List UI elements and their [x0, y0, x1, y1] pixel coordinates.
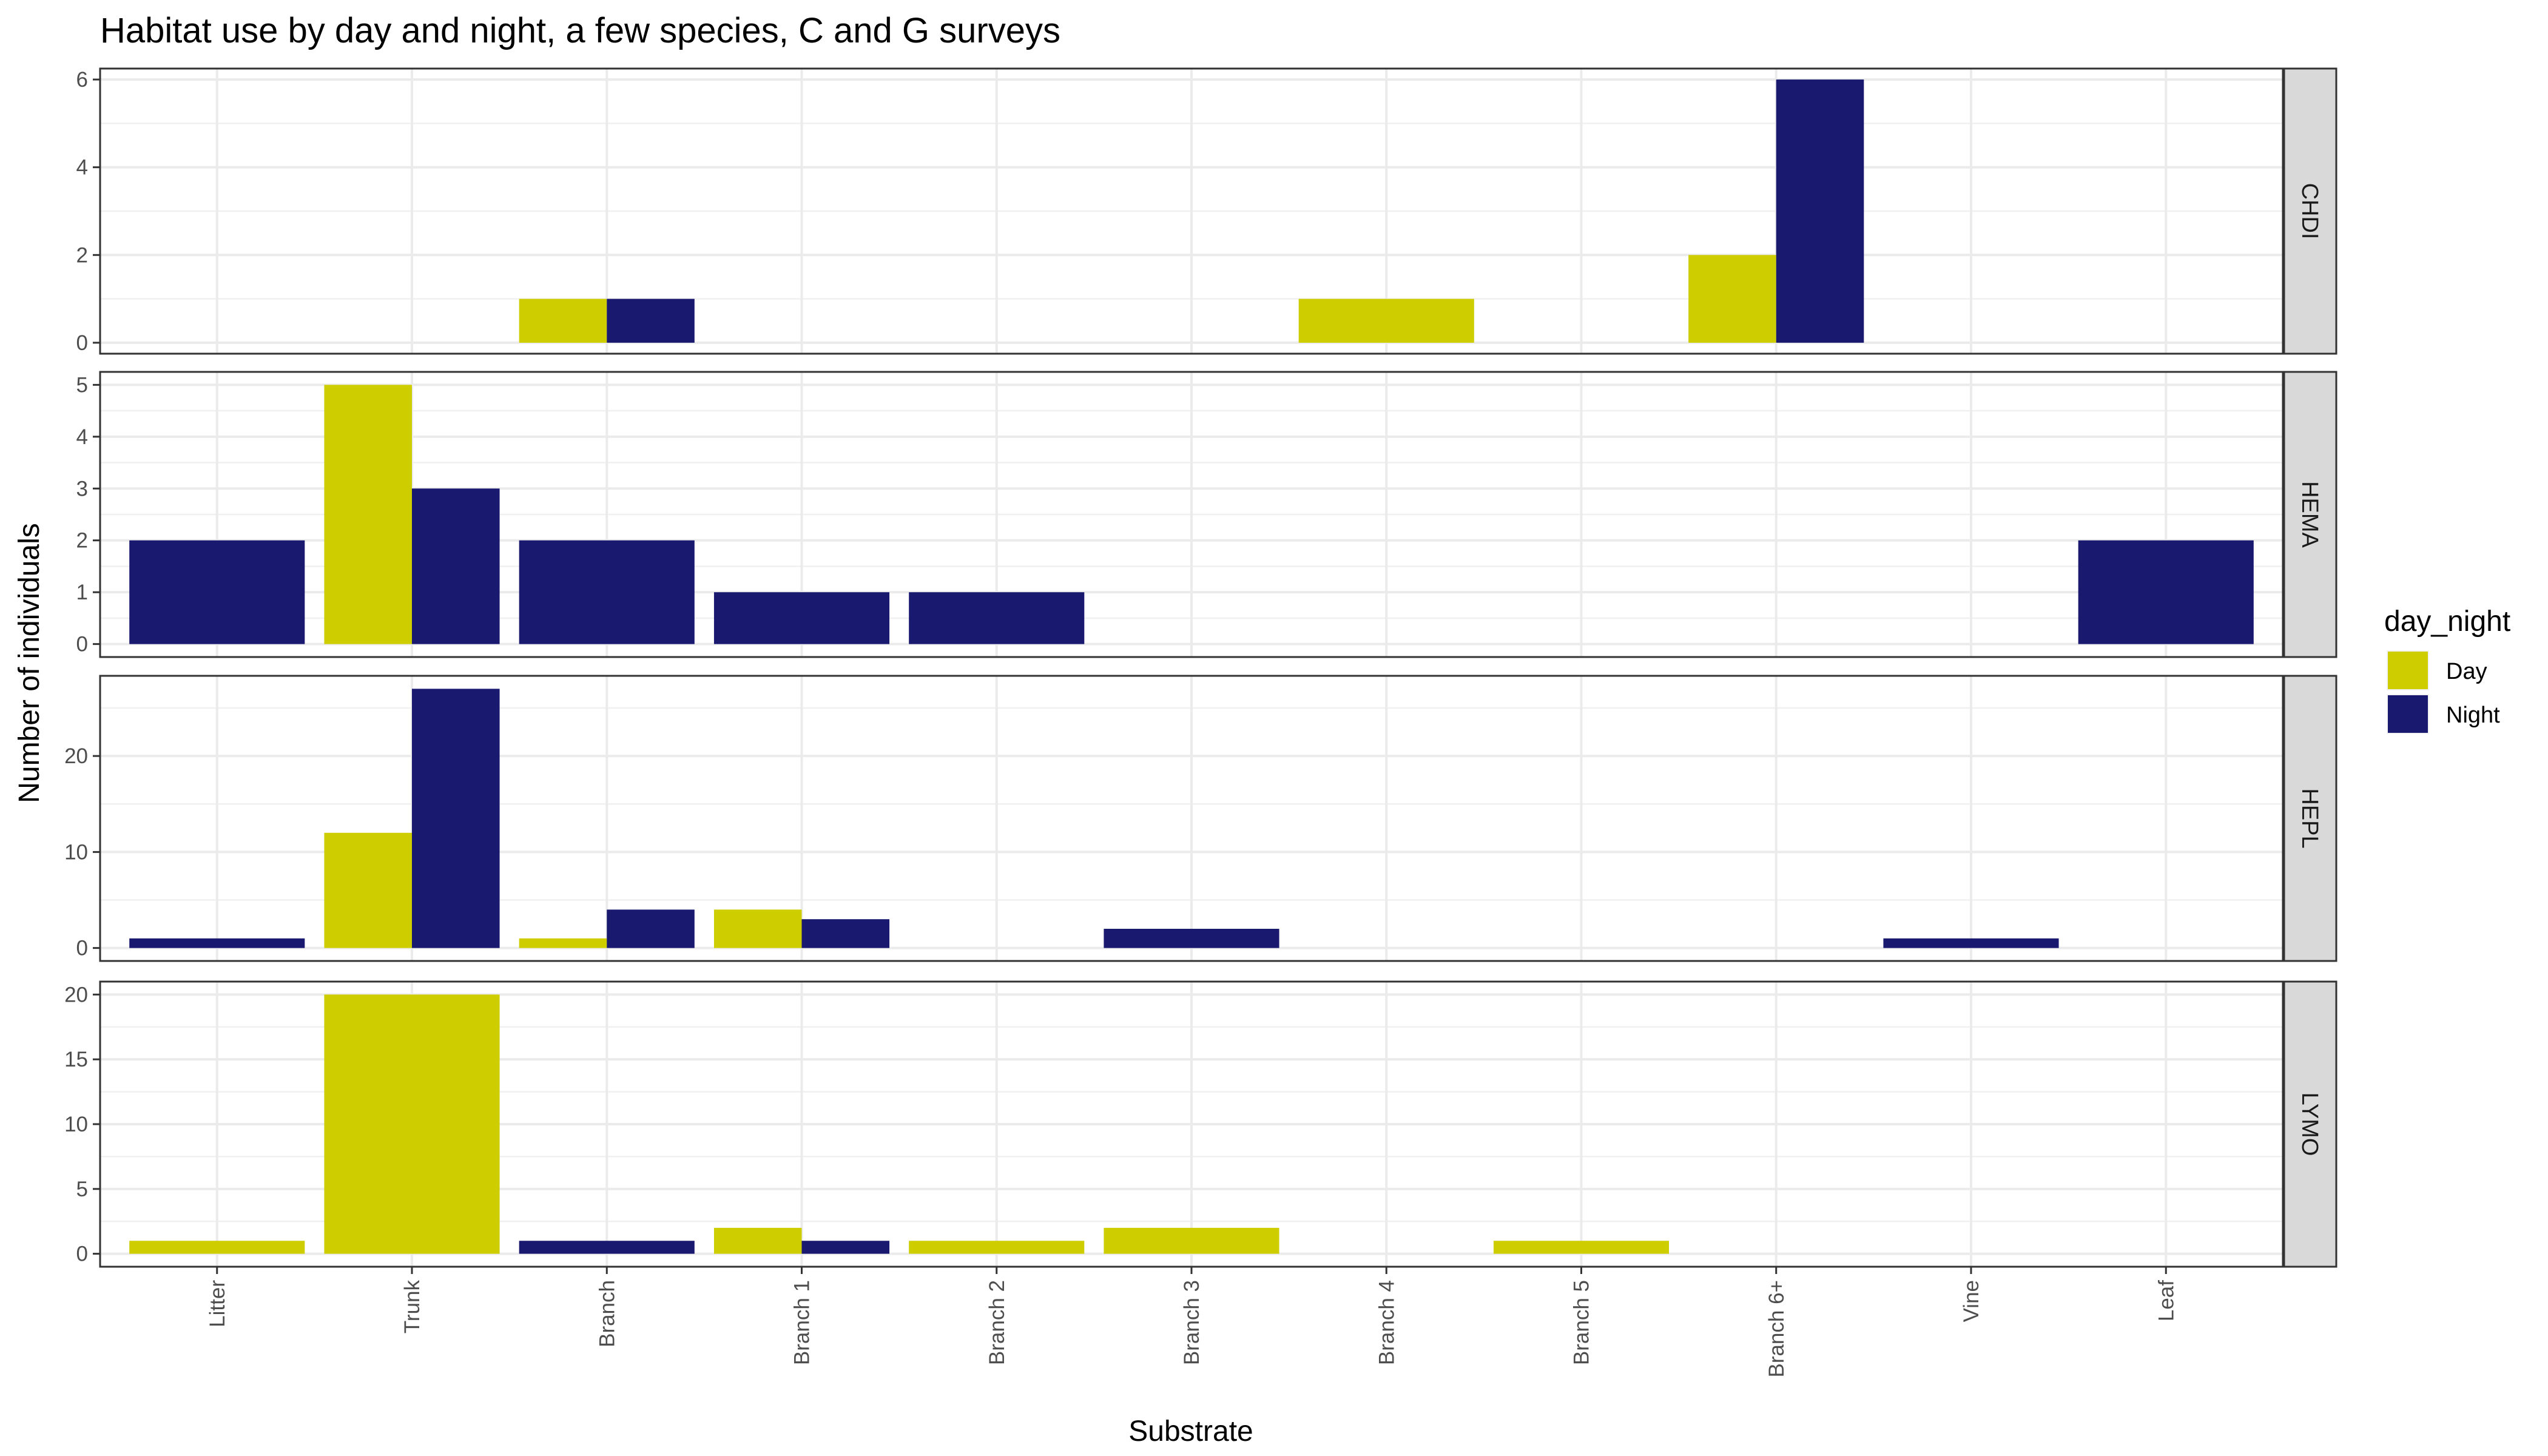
bar-chdi-branch-day	[519, 298, 607, 343]
bar-hepl-litter-night	[129, 938, 305, 948]
y-tick-label: 4	[76, 425, 88, 449]
x-tick-label: Branch	[595, 1280, 619, 1347]
facet-strip-label: LYMO	[2297, 1093, 2322, 1156]
bar-hema-branch-2-night	[909, 592, 1085, 644]
x-tick-label: Branch 4	[1375, 1280, 1398, 1365]
bar-hema-trunk-day	[324, 385, 412, 644]
bar-hema-branch-night	[519, 540, 695, 644]
x-tick-label: Branch 2	[985, 1280, 1009, 1365]
bar-hepl-branch-1-night	[801, 919, 890, 948]
panel-hema: 0 1 2 3 4 5 HEMA	[76, 371, 2337, 658]
y-tick-label: 2	[76, 529, 88, 553]
y-tick-label: 4	[76, 156, 88, 180]
x-axis: Litter Trunk Branch Branch 1 Branch 2 Branch …	[206, 1267, 2178, 1378]
facet-strip	[2283, 371, 2337, 658]
bar-hema-branch-1-night	[713, 592, 890, 644]
legend: day_night Day Night	[2384, 605, 2510, 734]
x-tick-label: Trunk	[400, 1280, 424, 1334]
legend-label-day: Day	[2446, 659, 2487, 684]
chart-title: Habitat use by day and night, a few spec…	[100, 11, 1060, 50]
bar-hema-leaf-night	[2078, 540, 2254, 644]
facet-strip-label: HEMA	[2297, 481, 2322, 548]
y-tick-label: 5	[76, 373, 88, 397]
y-tick-label: 10	[64, 840, 88, 864]
bar-lymo-trunk-day	[324, 994, 500, 1254]
y-tick-label: 10	[64, 1113, 88, 1136]
bar-chdi-branch-4-day	[1298, 298, 1474, 343]
bar-hepl-branch-3-night	[1104, 928, 1279, 948]
y-tick-label: 3	[76, 477, 88, 500]
legend-title: day_night	[2384, 605, 2510, 638]
y-tick-label: 0	[76, 937, 88, 960]
x-tick-label: Leaf	[2154, 1280, 2178, 1321]
y-tick-label: 0	[76, 633, 88, 656]
bar-hepl-branch-1-day	[713, 909, 802, 948]
bar-lymo-branch-3-day	[1104, 1227, 1279, 1254]
y-tick-label: 5	[76, 1178, 88, 1201]
y-tick-label: 6	[76, 68, 88, 92]
bar-hepl-trunk-day	[324, 832, 412, 948]
panel-lymo: 0 5 10 15 20 LYMO	[64, 980, 2337, 1268]
bar-chdi-branch-night	[607, 298, 695, 343]
panel-chdi: 0 2 4 6 CHDI	[76, 67, 2337, 355]
x-tick-label: Vine	[1960, 1280, 1983, 1322]
panels-layer: 0 2 4 6 CHDI 0 1 2 3 4 5 HEMA 0 10 20 HEPL 0 5 10 15 20 LYMO	[64, 67, 2337, 1268]
bar-hepl-branch-day	[519, 938, 607, 948]
panel-border	[99, 67, 2284, 355]
x-axis-title: Substrate	[1128, 1415, 1253, 1448]
panel-border	[99, 371, 2284, 658]
y-tick-label: 0	[76, 331, 88, 355]
facet-strip-label: HEPL	[2297, 788, 2322, 848]
y-tick-label: 2	[76, 243, 88, 267]
panel-hepl: 0 10 20 HEPL	[64, 675, 2337, 962]
y-tick-label: 20	[64, 983, 88, 1006]
bar-chdi-branch-6--day	[1688, 255, 1776, 343]
x-tick-label: Branch 3	[1180, 1280, 1204, 1365]
bar-hepl-trunk-night	[412, 689, 500, 948]
y-tick-label: 20	[64, 744, 88, 768]
legend-label-night: Night	[2446, 703, 2500, 728]
x-tick-label: Litter	[206, 1280, 229, 1327]
y-tick-label: 0	[76, 1242, 88, 1266]
facet-strip	[2283, 980, 2337, 1268]
legend-key-day	[2388, 652, 2428, 689]
x-tick-label: Branch 1	[790, 1280, 814, 1365]
y-tick-label: 1	[76, 581, 88, 604]
panel-border	[99, 675, 2284, 962]
facet-strip-label: CHDI	[2297, 183, 2322, 240]
facet-strip	[2283, 67, 2337, 355]
bar-hepl-vine-night	[1883, 938, 2059, 948]
y-axis-title: Number of individuals	[13, 523, 46, 803]
y-tick-label: 15	[64, 1048, 88, 1071]
bar-lymo-litter-day	[129, 1241, 305, 1254]
facet-strip	[2283, 675, 2337, 962]
bar-lymo-branch-night	[519, 1241, 695, 1254]
x-tick-label: Branch 5	[1570, 1280, 1594, 1365]
bar-lymo-branch-2-day	[909, 1241, 1085, 1254]
bar-hema-litter-night	[129, 540, 305, 644]
x-tick-label: Branch 6+	[1765, 1280, 1788, 1378]
legend-key-night	[2388, 695, 2428, 733]
bar-chdi-branch-6--night	[1776, 79, 1864, 343]
bar-lymo-branch-1-day	[713, 1227, 802, 1254]
bar-hema-trunk-night	[412, 488, 500, 644]
bar-lymo-branch-5-day	[1493, 1241, 1670, 1254]
bar-lymo-branch-1-night	[801, 1241, 890, 1254]
bar-hepl-branch-night	[607, 909, 695, 948]
